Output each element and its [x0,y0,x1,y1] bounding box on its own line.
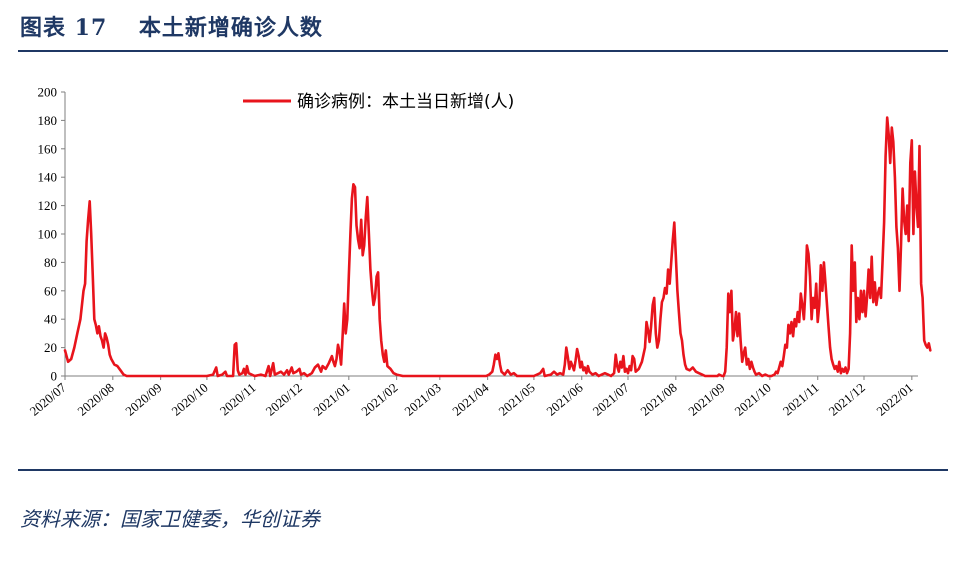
x-tick-label: 2020/10 [169,380,211,419]
y-tick-label: 100 [38,227,58,242]
series-line-0 [63,116,932,378]
legend-label: 确诊病例：本土当日新增(人) [297,92,514,112]
y-tick-label: 120 [38,198,58,213]
y-tick-label: 0 [51,369,58,384]
x-tick-label: 2021/12 [826,380,868,419]
x-tick-label: 2021/04 [449,379,492,418]
x-tick-label: 2021/03 [401,380,443,419]
y-tick-label: 140 [38,170,58,185]
x-tick-label: 2020/07 [27,379,70,418]
y-tick-label: 160 [38,141,58,156]
x-tick-label: 2022/01 [873,380,915,419]
footer-rule [18,469,948,471]
y-tick-label: 200 [38,85,58,100]
x-tick-label: 2021/10 [732,380,774,419]
y-tick-label: 180 [38,113,58,128]
source-note: 资料来源：国家卫健委，华创证券 [20,507,320,531]
x-axis: 2020/07 2020/08 2020/09 2020/10 2020/11 2020/… [27,375,918,419]
x-tick-label: 2020/08 [74,380,116,419]
series-layer [63,116,932,378]
legend: 确诊病例：本土当日新增(人) [243,92,514,112]
x-tick-label: 2021/06 [543,379,586,418]
x-tick-label: 2020/12 [263,380,305,419]
x-tick-label: 2021/01 [310,380,352,419]
x-tick-label: 2021/02 [358,380,400,419]
title-rule [18,50,948,52]
x-tick-label: 2020/11 [217,380,259,419]
x-tick-label: 2021/11 [780,380,822,419]
y-tick-label: 20 [44,340,57,355]
x-tick-label: 2020/09 [122,380,164,419]
y-tick-label: 80 [44,255,57,270]
y-tick-label: 60 [44,283,57,298]
y-axis: 0 20 40 60 80 100 120 140 160 180 200 [38,85,66,384]
x-tick-label: 2021/07 [590,379,633,418]
x-tick-label: 2021/09 [685,380,727,419]
figure-title: 图表 17 本土新增确诊人数 [20,15,323,41]
y-tick-label: 40 [44,312,57,327]
x-tick-label: 2021/05 [496,380,538,419]
x-tick-label: 2021/08 [637,380,679,419]
